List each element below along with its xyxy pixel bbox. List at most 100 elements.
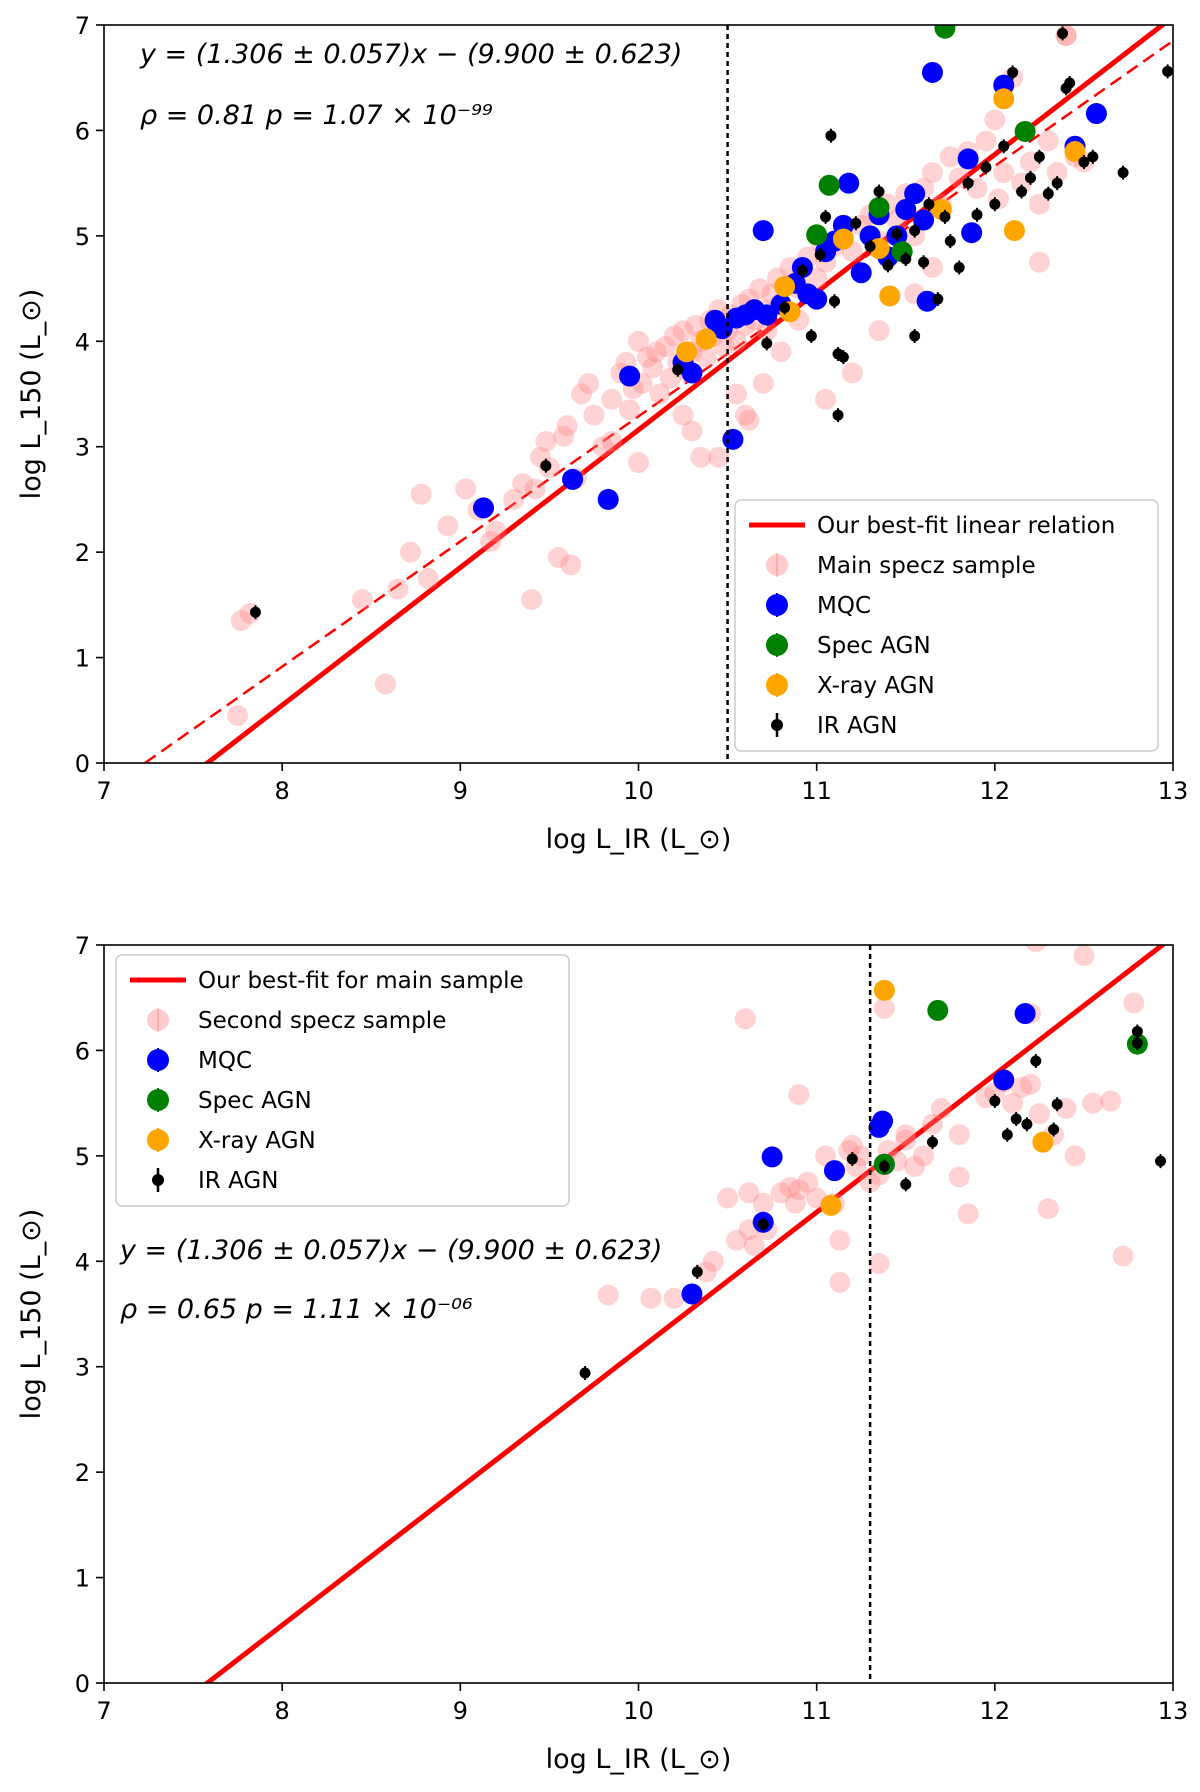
data-point [681,420,703,442]
data-point [1064,77,1076,89]
data-point [663,325,685,347]
x-axis-label: log L_IR (L_⊙) [546,1744,732,1775]
data-point [823,1160,845,1182]
data-point [921,1113,943,1135]
data-point [1037,130,1059,152]
data-point [944,235,956,247]
data-point [797,1171,819,1193]
data-point [756,320,778,342]
data-point [1007,66,1019,78]
data-point [645,341,667,363]
data-point [872,1110,894,1132]
data-point [850,262,872,284]
data-point [636,346,658,368]
y-tick-label: 4 [75,328,90,356]
data-point [806,224,828,246]
y-tick-label: 7 [75,932,90,960]
data-point [556,415,578,437]
legend-label: MQC [817,593,871,619]
y-tick-label: 1 [75,1565,90,1593]
data-point [592,436,614,458]
data-point [628,330,649,352]
fit-equation: y = (1.306 ± 0.057)x − (9.900 ± 0.623) [119,1235,662,1266]
legend-box [734,499,1159,752]
legend-box [115,954,570,1207]
data-point [1046,162,1068,184]
data-point [691,1266,703,1278]
data-point [1030,1055,1042,1067]
data-point [640,1287,662,1309]
data-point [879,285,901,307]
data-point [734,404,756,426]
plot-area [144,25,1173,763]
data-point [562,468,584,490]
data-point [642,357,664,379]
data-point [1024,172,1036,184]
data-point [1073,945,1095,967]
x-tick-label: 10 [623,777,654,805]
data-point [601,388,623,410]
y-tick-label: 2 [75,1459,90,1487]
legend-label: Spec AGN [817,633,931,659]
data-point [806,288,828,310]
data-point [961,222,983,244]
data-point [900,253,912,265]
data-point [989,1095,1001,1107]
data-point [948,1166,970,1188]
data-point [923,198,935,210]
legend: Our best-fit linear relation Main specz s… [734,499,1159,752]
data-point [761,1146,783,1168]
legend-entry: Second specz sample [147,1008,446,1034]
data-point [663,1287,685,1309]
data-point [921,162,943,184]
data-point [829,1229,851,1251]
data-point [524,478,546,500]
data-point [681,1283,703,1305]
data-point [814,249,826,261]
data-point [227,705,249,727]
data-point [480,531,502,553]
data-point [654,336,676,358]
data-point [1112,1245,1134,1267]
legend-label: X-ray AGN [817,673,935,699]
data-point [540,460,552,472]
data-point [1011,1076,1033,1098]
data-point [913,1145,935,1167]
data-point [895,199,917,220]
series-ir-agn [579,1024,1167,1381]
data-point [690,446,712,468]
data-point [743,1234,765,1256]
y-tick-label: 2 [75,539,90,567]
data-point [1001,1129,1013,1141]
data-point [998,140,1010,152]
data-point [1087,151,1099,163]
legend-label: Our best-fit linear relation [817,513,1115,539]
data-point [1078,156,1090,168]
data-point [738,409,760,431]
data-point [878,1160,890,1172]
y-tick-label: 4 [75,1248,90,1276]
data-point [841,1134,863,1156]
legend-entry: Spec AGN [766,633,931,659]
x-tick-label: 7 [96,1697,111,1725]
data-point [932,293,944,305]
data-point [437,515,459,537]
data-point [695,328,717,350]
data-point [825,130,837,142]
series-x-ray-agn [820,979,1054,1216]
data-point [672,364,684,376]
data-point [953,261,965,273]
data-point [770,1182,792,1204]
x-tick-label: 13 [1158,777,1189,805]
legend-marker [766,554,788,576]
data-point [1057,27,1069,39]
data-point [993,162,1015,184]
y-tick-label: 0 [75,1670,90,1698]
data-point [1051,1098,1063,1110]
data-point [882,259,894,271]
legend-label: Main specz sample [817,553,1036,579]
data-point [249,606,261,618]
x-tick-label: 9 [453,1697,468,1725]
data-point [784,1192,806,1214]
